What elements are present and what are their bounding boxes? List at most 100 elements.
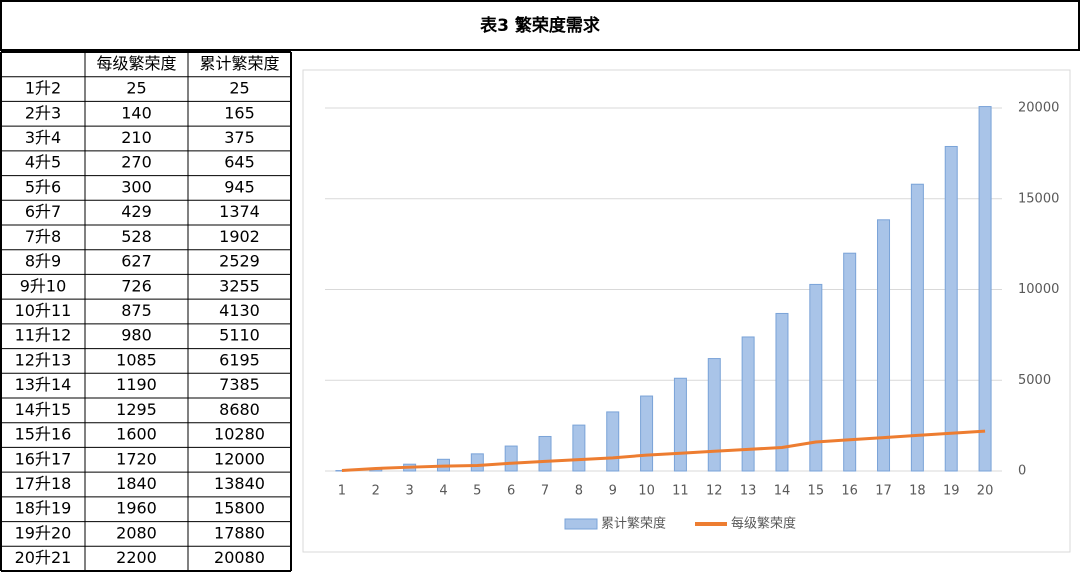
cell-value: 1190 [116, 375, 157, 394]
cell-value: 7385 [219, 375, 260, 394]
cell-value: 10280 [214, 425, 265, 444]
x-tick-label: 16 [841, 484, 858, 499]
cell-value: 1840 [116, 474, 157, 493]
y-tick-label: 0 [1018, 464, 1026, 479]
x-tick-label: 9 [609, 484, 617, 499]
cell-value: 25 [229, 79, 249, 98]
x-tick-label: 7 [541, 484, 549, 499]
x-tick-label: 20 [977, 484, 994, 499]
row-label: 4升5 [25, 153, 61, 172]
cell-value: 945 [224, 177, 255, 196]
row-label: 2升3 [25, 103, 61, 122]
row-label: 10升11 [15, 301, 72, 320]
x-tick-label: 19 [943, 484, 960, 499]
cell-value: 1600 [116, 425, 157, 444]
y-tick-label: 20000 [1018, 101, 1059, 116]
row-label: 5升6 [25, 177, 61, 196]
row-label: 14升15 [15, 400, 72, 419]
bar [877, 219, 891, 472]
column-header: 每级繁荣度 [96, 54, 176, 73]
cell-value: 4130 [219, 301, 260, 320]
y-tick-label: 10000 [1018, 282, 1059, 297]
line [341, 429, 986, 473]
cell-value: 1085 [116, 350, 157, 369]
bar [640, 395, 654, 472]
cell-value: 375 [224, 128, 255, 147]
x-tick-label: 3 [405, 484, 413, 499]
x-tick-label: 4 [439, 484, 447, 499]
bar [741, 336, 755, 472]
legend-swatch [564, 518, 598, 530]
legend-label: 累计繁荣度 [601, 516, 666, 532]
page-title: 表3 繁荣度需求 [480, 15, 600, 36]
bar [843, 252, 857, 472]
x-tick-label: 15 [808, 484, 825, 499]
cell-value: 980 [121, 326, 152, 345]
x-tick-label: 8 [575, 484, 583, 499]
row-label: 15升16 [15, 425, 72, 444]
column-header: 累计繁荣度 [199, 54, 279, 73]
bar [470, 453, 484, 472]
row-label: 9升10 [20, 276, 67, 295]
x-tick-label: 5 [473, 484, 481, 499]
bar [673, 377, 687, 472]
cell-value: 6195 [219, 350, 260, 369]
x-tick-label: 2 [372, 484, 380, 499]
cell-value: 12000 [214, 449, 265, 468]
row-label: 1升2 [25, 79, 61, 98]
title-box [0, 0, 1080, 51]
cell-value: 210 [121, 128, 152, 147]
row-label: 19升20 [15, 523, 72, 542]
bar [707, 358, 721, 472]
cell-value: 2080 [116, 523, 157, 542]
row-label: 7升8 [25, 227, 61, 246]
y-tick-label: 15000 [1018, 191, 1059, 206]
cell-value: 1960 [116, 499, 157, 518]
cell-value: 726 [121, 276, 152, 295]
row-label: 16升17 [15, 449, 72, 468]
cell-value: 1902 [219, 227, 260, 246]
x-tick-label: 11 [672, 484, 689, 499]
row-label: 11升12 [15, 326, 72, 345]
x-tick-label: 10 [638, 484, 655, 499]
cell-value: 300 [121, 177, 152, 196]
row-label: 3升4 [25, 128, 61, 147]
x-tick-label: 18 [909, 484, 926, 499]
bar [944, 145, 958, 472]
cell-value: 2529 [219, 252, 260, 271]
x-tick-label: 1 [338, 484, 346, 499]
bar [572, 424, 586, 472]
cell-value: 1720 [116, 449, 157, 468]
cell-value: 20080 [214, 548, 265, 567]
bar [504, 445, 518, 472]
row-label: 17升18 [15, 474, 72, 493]
cell-value: 3255 [219, 276, 260, 295]
chart-frame [302, 69, 1071, 553]
bar [606, 411, 620, 472]
y-tick-label: 5000 [1018, 373, 1051, 388]
cell-value: 1295 [116, 400, 157, 419]
cell-value: 25 [126, 79, 146, 98]
cell-value: 8680 [219, 400, 260, 419]
row-label: 20升21 [15, 548, 72, 567]
legend-label: 每级繁荣度 [731, 516, 796, 532]
cell-value: 645 [224, 153, 255, 172]
cell-value: 528 [121, 227, 152, 246]
cell-value: 15800 [214, 499, 265, 518]
row-label: 18升19 [15, 499, 72, 518]
cell-value: 270 [121, 153, 152, 172]
x-tick-label: 6 [507, 484, 515, 499]
cell-value: 5110 [219, 326, 260, 345]
cell-value: 13840 [214, 474, 265, 493]
row-label: 8升9 [25, 252, 61, 271]
cell-value: 429 [121, 202, 152, 221]
x-tick-label: 13 [740, 484, 757, 499]
bar [538, 435, 552, 472]
bar [978, 106, 992, 472]
bar [910, 183, 924, 472]
bar [775, 312, 789, 472]
cell-value: 2200 [116, 548, 157, 567]
cell-value: 1374 [219, 202, 260, 221]
x-tick-label: 17 [875, 484, 892, 499]
